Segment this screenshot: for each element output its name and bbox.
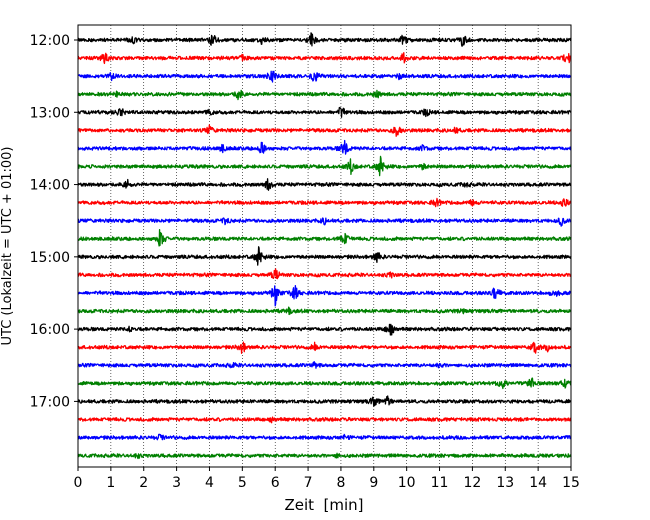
y-tick-label: 15:00 <box>30 250 70 266</box>
trace-line <box>77 155 572 177</box>
trace-line <box>77 32 572 47</box>
x-tick-label: 7 <box>304 475 313 491</box>
x-tick-label: 8 <box>336 475 345 491</box>
plot-background <box>78 25 571 467</box>
y-tick-label: 12:00 <box>30 33 70 49</box>
trace-line <box>77 197 572 208</box>
trace-line <box>77 70 572 83</box>
trace-line <box>77 229 572 247</box>
x-tick-label: 3 <box>172 475 181 491</box>
trace-line <box>77 89 572 101</box>
y-tick-label: 17:00 <box>30 394 70 410</box>
trace-line <box>77 377 572 390</box>
plot-frame <box>77 24 572 468</box>
trace-line <box>77 52 572 65</box>
trace-line <box>77 178 572 191</box>
trace-line <box>77 268 572 280</box>
trace-line <box>77 323 572 336</box>
x-tick-label: 6 <box>271 475 280 491</box>
trace-line <box>77 106 572 118</box>
x-axis-title: Zeit [min] <box>284 496 363 514</box>
x-tick-label: 10 <box>398 475 416 491</box>
y-axis: 12:00 13:00 14:00 15:00 16:00 17:00 <box>30 33 78 410</box>
x-tick-label: 14 <box>529 475 547 491</box>
y-tick-label: 13:00 <box>30 105 70 121</box>
x-axis: 0 1 2 3 4 5 6 7 8 9 10 11 12 13 14 15 <box>74 467 580 491</box>
x-tick-label: 11 <box>431 475 449 491</box>
trace-line <box>77 124 572 137</box>
trace-line <box>77 361 572 369</box>
x-tick-label: 0 <box>74 475 83 491</box>
trace-line <box>77 139 572 155</box>
y-tick-label: 16:00 <box>30 322 70 338</box>
x-tick-label: 9 <box>369 475 378 491</box>
x-tick-label: 12 <box>463 475 481 491</box>
trace-line <box>77 416 572 424</box>
x-tick-label: 15 <box>562 475 580 491</box>
trace-line <box>77 217 572 227</box>
trace-line <box>77 306 572 316</box>
x-tick-label: 13 <box>496 475 514 491</box>
x-tick-label: 2 <box>139 475 148 491</box>
x-tick-label: 1 <box>106 475 115 491</box>
trace-line <box>77 341 572 354</box>
y-tick-label: 14:00 <box>30 178 70 194</box>
trace-line <box>77 285 572 307</box>
trace-line <box>77 246 572 266</box>
trace-line <box>77 433 572 441</box>
y-axis-title: UTC (Lokalzeit = UTC + 01:00) <box>0 147 15 346</box>
trace-line <box>77 395 572 407</box>
traces-layer <box>77 32 572 460</box>
x-tick-label: 4 <box>205 475 214 491</box>
trace-line <box>77 452 572 460</box>
x-tick-label: 5 <box>238 475 247 491</box>
